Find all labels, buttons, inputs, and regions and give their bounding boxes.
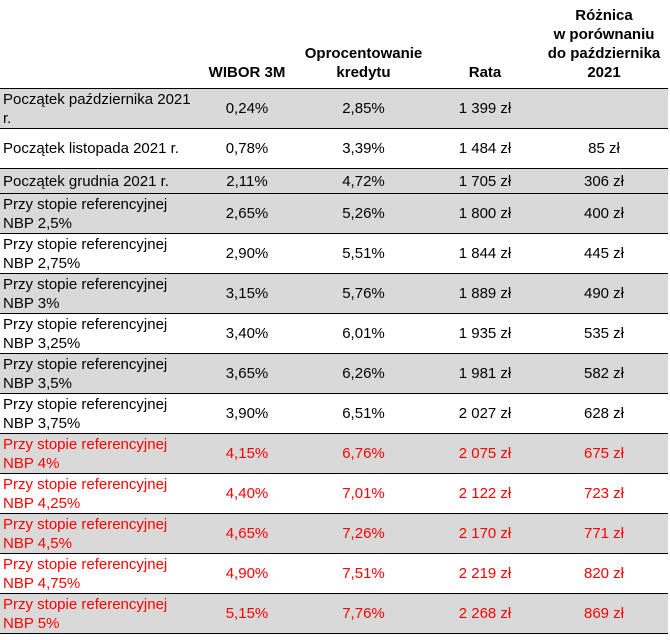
row-label: Przy stopie referencyjnej NBP 4,75%: [0, 553, 197, 594]
row-label: Przy stopie referencyjnej NBP 3,25%: [0, 313, 197, 354]
row-label: Przy stopie referencyjnej NBP 4,5%: [0, 513, 197, 554]
header-cell: Różnica w porównaniu do października 202…: [540, 0, 668, 89]
table-cell: 7,01%: [297, 473, 430, 514]
table-cell: 2,65%: [197, 193, 297, 234]
table-cell: 628 zł: [540, 393, 668, 434]
table-cell: 1 800 zł: [430, 193, 540, 234]
table-cell: 4,65%: [197, 513, 297, 554]
table-row: Przy stopie referencyjnej NBP 3% 3,15% 5,7…: [0, 273, 668, 314]
table-cell: [540, 88, 668, 129]
row-label: Przy stopie referencyjnej NBP 3,75%: [0, 393, 197, 434]
table-row: Przy stopie referencyjnej NBP 4,25% 4,40%…: [0, 473, 668, 514]
table-cell: 820 zł: [540, 553, 668, 594]
table-row: Początek października 2021 r. 0,24% 2,85% 1…: [0, 88, 668, 129]
table-cell: 0,78%: [197, 128, 297, 169]
table-cell: 1 399 zł: [430, 88, 540, 129]
table-cell: 2 075 zł: [430, 433, 540, 474]
table-cell: 1 889 zł: [430, 273, 540, 314]
table-cell: 6,01%: [297, 313, 430, 354]
header-cell: Rata: [430, 0, 540, 89]
table-cell: 6,76%: [297, 433, 430, 474]
row-label: Przy stopie referencyjnej NBP 2,75%: [0, 233, 197, 274]
table-row: Przy stopie referencyjnej NBP 3,5% 3,65% 6…: [0, 353, 668, 394]
table-cell: 5,76%: [297, 273, 430, 314]
table-cell: 1 844 zł: [430, 233, 540, 274]
table-cell: 445 zł: [540, 233, 668, 274]
table-cell: 4,72%: [297, 168, 430, 194]
table-cell: 2 122 zł: [430, 473, 540, 514]
header-cell: Oprocentowanie kredytu: [297, 0, 430, 89]
table-cell: 400 zł: [540, 193, 668, 234]
table-row: Przy stopie referencyjnej NBP 4% 4,15% 6,7…: [0, 433, 668, 474]
table-cell: 3,15%: [197, 273, 297, 314]
table-body: Początek października 2021 r. 0,24% 2,85% 1…: [0, 88, 668, 634]
row-label: Początek listopada 2021 r.: [0, 128, 197, 169]
table-cell: 7,51%: [297, 553, 430, 594]
table-cell: 869 zł: [540, 593, 668, 634]
table-cell: 6,26%: [297, 353, 430, 394]
table-cell: 4,15%: [197, 433, 297, 474]
table-row: Przy stopie referencyjnej NBP 2,75% 2,90%…: [0, 233, 668, 274]
table-row: Początek listopada 2021 r. 0,78% 3,39% 1 48…: [0, 128, 668, 169]
table-cell: 5,15%: [197, 593, 297, 634]
table-row: Przy stopie referencyjnej NBP 3,25% 3,40%…: [0, 313, 668, 354]
table-row: Przy stopie referencyjnej NBP 2,5% 2,65% 5…: [0, 193, 668, 234]
table-cell: 4,40%: [197, 473, 297, 514]
table-row: Początek grudnia 2021 r. 2,11% 4,72% 1 705 …: [0, 168, 668, 194]
header-cell: [0, 0, 197, 89]
table-cell: 85 zł: [540, 128, 668, 169]
table-cell: 2 219 zł: [430, 553, 540, 594]
table-cell: 582 zł: [540, 353, 668, 394]
table-cell: 3,40%: [197, 313, 297, 354]
table-cell: 3,90%: [197, 393, 297, 434]
table-cell: 490 zł: [540, 273, 668, 314]
table-cell: 7,76%: [297, 593, 430, 634]
table-cell: 2 170 zł: [430, 513, 540, 554]
table-cell: 3,39%: [297, 128, 430, 169]
table-cell: 2 027 zł: [430, 393, 540, 434]
table-cell: 1 935 zł: [430, 313, 540, 354]
table-cell: 2,90%: [197, 233, 297, 274]
table-cell: 675 zł: [540, 433, 668, 474]
row-label: Przy stopie referencyjnej NBP 5%: [0, 593, 197, 634]
table-cell: 1 705 zł: [430, 168, 540, 194]
table-cell: 5,26%: [297, 193, 430, 234]
table-cell: 4,90%: [197, 553, 297, 594]
table-cell: 723 zł: [540, 473, 668, 514]
table-cell: 6,51%: [297, 393, 430, 434]
table-cell: 2 268 zł: [430, 593, 540, 634]
header-row: WIBOR 3M Oprocentowanie kredytu Rata Róż…: [0, 0, 668, 89]
table-row: Przy stopie referencyjnej NBP 4,5% 4,65% 7…: [0, 513, 668, 554]
row-label: Przy stopie referencyjnej NBP 3%: [0, 273, 197, 314]
table-cell: 535 zł: [540, 313, 668, 354]
table-cell: 2,11%: [197, 168, 297, 194]
table-cell: 1 484 zł: [430, 128, 540, 169]
row-label: Początek grudnia 2021 r.: [0, 168, 197, 194]
table-cell: 2,85%: [297, 88, 430, 129]
row-label: Przy stopie referencyjnej NBP 3,5%: [0, 353, 197, 394]
table-cell: 1 981 zł: [430, 353, 540, 394]
row-label: Przy stopie referencyjnej NBP 4%: [0, 433, 197, 474]
table-cell: 5,51%: [297, 233, 430, 274]
table-cell: 7,26%: [297, 513, 430, 554]
table-row: Przy stopie referencyjnej NBP 3,75% 3,90%…: [0, 393, 668, 434]
table-cell: 0,24%: [197, 88, 297, 129]
table-cell: 3,65%: [197, 353, 297, 394]
table-cell: 771 zł: [540, 513, 668, 554]
row-label: Przy stopie referencyjnej NBP 4,25%: [0, 473, 197, 514]
header-cell: WIBOR 3M: [197, 0, 297, 89]
table-cell: 306 zł: [540, 168, 668, 194]
table-row: Przy stopie referencyjnej NBP 5% 5,15% 7,7…: [0, 593, 668, 634]
row-label: Przy stopie referencyjnej NBP 2,5%: [0, 193, 197, 234]
table-row: Przy stopie referencyjnej NBP 4,75% 4,90%…: [0, 553, 668, 594]
row-label: Początek października 2021 r.: [0, 88, 197, 129]
